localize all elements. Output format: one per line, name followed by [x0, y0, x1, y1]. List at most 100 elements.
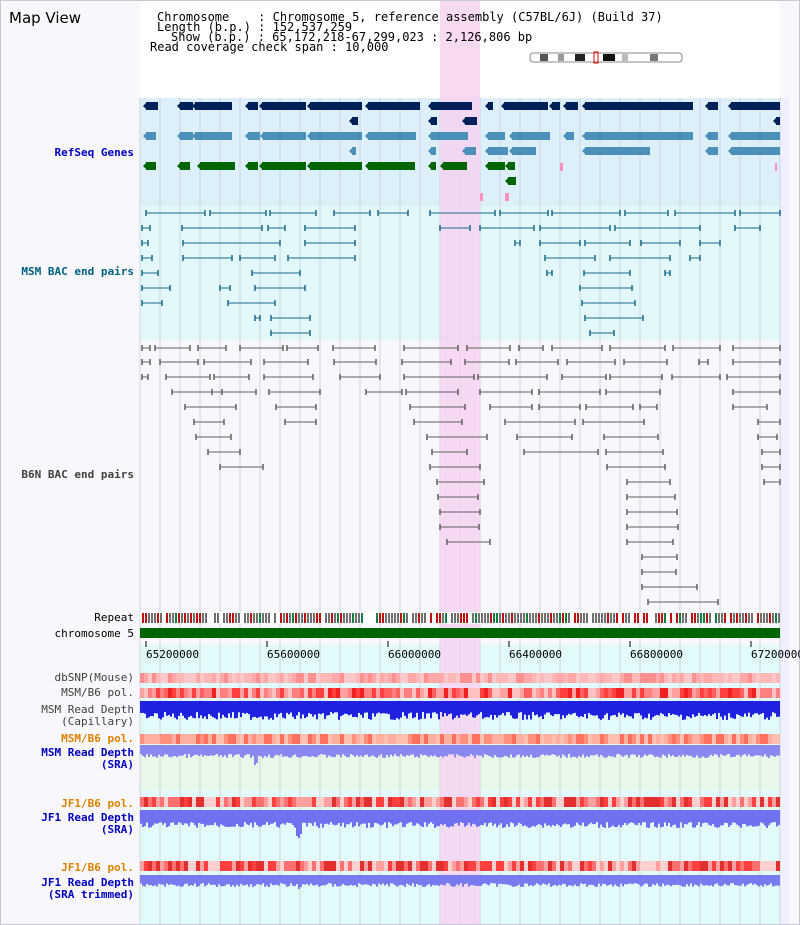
track-label-msm-b6-pol-1[interactable]: MSM/B6 pol.	[61, 686, 134, 699]
gene-block[interactable]	[708, 147, 718, 155]
repeat-element	[586, 613, 588, 623]
track-label-jf1-b6-pol-2[interactable]: JF1/B6 pol.	[61, 861, 134, 874]
gene-block[interactable]	[248, 132, 260, 140]
msm-capillary-depth-bar	[702, 701, 704, 717]
jf1-sra-depth-bar	[560, 810, 562, 827]
gene-block[interactable]	[146, 132, 156, 140]
track-label-msm-bac[interactable]: MSM BAC end pairs	[21, 265, 134, 278]
msm-capillary-depth-bar	[750, 701, 752, 718]
gene-block[interactable]	[368, 102, 420, 110]
gene-block[interactable]	[488, 162, 505, 170]
msm-capillary-depth-bar	[374, 701, 376, 717]
gene-block[interactable]	[708, 102, 718, 110]
jf1-sra-depth-bar	[488, 810, 490, 824]
gene-block[interactable]	[431, 117, 437, 125]
gene-block[interactable]	[262, 102, 306, 110]
msm-b6-pol-cell	[732, 688, 736, 698]
gene-block[interactable]	[552, 102, 560, 110]
track-label-msm-depth-sra[interactable]: MSM Read Depth	[41, 746, 134, 759]
jf1-trimmed-depth-bar	[334, 875, 336, 885]
gene-block[interactable]	[262, 162, 306, 170]
jf1-trimmed-depth-bar	[564, 875, 566, 885]
msm-capillary-depth-bar	[286, 701, 288, 713]
jf1-sra-depth-bar	[140, 810, 142, 824]
gene-block[interactable]	[146, 162, 156, 170]
jf1-b6-pol-cell	[564, 797, 568, 807]
jf1-trimmed-depth-bar	[228, 875, 230, 885]
jf1-trimmed-depth-bar	[696, 875, 698, 886]
gene-block[interactable]	[263, 132, 306, 140]
chromosome-bar[interactable]	[140, 628, 780, 638]
gene-block[interactable]	[195, 132, 232, 140]
gene-block[interactable]	[443, 162, 467, 170]
gene-block[interactable]	[431, 147, 436, 155]
jf1-trimmed-depth-bar	[714, 875, 716, 885]
gene-block[interactable]	[180, 102, 193, 110]
gene-block[interactable]	[310, 102, 362, 110]
track-label-msm-depth-capillary[interactable]: MSM Read Depth	[41, 703, 134, 716]
jf1-trimmed-depth-bar	[456, 875, 458, 885]
gene-block[interactable]	[731, 147, 780, 155]
jf1-b6-pol-cell	[396, 861, 400, 871]
gene-block[interactable]	[352, 117, 358, 125]
msm-b6-pol-cell	[600, 734, 604, 744]
gene-block[interactable]	[431, 162, 436, 170]
gene-block[interactable]	[248, 102, 258, 110]
track-label-jf1-depth-trimmed[interactable]: JF1 Read Depth	[41, 876, 134, 889]
msm-b6-pol-cell	[168, 734, 172, 744]
gene-block[interactable]	[508, 177, 516, 185]
gene-block[interactable]	[566, 102, 578, 110]
track-label-refseq-genes[interactable]: RefSeq Genes	[54, 146, 134, 159]
gene-block[interactable]	[512, 147, 536, 155]
gene-block[interactable]	[431, 132, 468, 140]
jf1-sra-depth-bar	[182, 810, 184, 825]
jf1-trimmed-depth-bar	[674, 875, 676, 886]
jf1-trimmed-depth-bar	[396, 875, 398, 887]
gene-block[interactable]	[465, 147, 476, 155]
gene-strand-arrow	[440, 162, 444, 170]
gene-block[interactable]	[508, 162, 515, 170]
gene-block[interactable]	[431, 102, 472, 110]
ideogram-band	[540, 54, 548, 61]
gene-block[interactable]	[180, 132, 193, 140]
msm-b6-pol-cell	[196, 734, 200, 744]
msm-capillary-depth-bar	[568, 701, 570, 714]
gene-block[interactable]	[504, 102, 548, 110]
track-label-jf1-b6-pol-1[interactable]: JF1/B6 pol.	[61, 797, 134, 810]
gene-block[interactable]	[566, 132, 574, 140]
gene-block[interactable]	[368, 132, 416, 140]
gene-block[interactable]	[585, 132, 693, 140]
msm-sra-depth-bar	[310, 745, 312, 757]
msm-capillary-depth-bar	[152, 701, 154, 717]
msm-b6-pol-cell	[328, 734, 332, 744]
track-label-b6n-bac[interactable]: B6N BAC end pairs	[21, 468, 134, 481]
gene-block[interactable]	[352, 147, 356, 155]
chromosome-ideogram[interactable]	[530, 53, 682, 62]
track-label-msm-b6-pol-2[interactable]: MSM/B6 pol.	[61, 732, 134, 745]
jf1-b6-pol-cell	[652, 861, 656, 871]
gene-block[interactable]	[731, 102, 780, 110]
track-label-jf1-depth-sra[interactable]: JF1 Read Depth	[41, 811, 134, 824]
gene-block[interactable]	[585, 102, 693, 110]
gene-block[interactable]	[512, 132, 550, 140]
gene-block[interactable]	[708, 132, 718, 140]
gene-block[interactable]	[146, 102, 158, 110]
msm-sra-depth-bar	[180, 745, 182, 756]
msm-capillary-depth-bar	[478, 701, 480, 715]
gene-block[interactable]	[248, 162, 258, 170]
track-label-dbsnp[interactable]: dbSNP(Mouse)	[54, 671, 134, 684]
gene-block[interactable]	[310, 132, 362, 140]
gene-block[interactable]	[465, 117, 477, 125]
gene-block[interactable]	[368, 162, 415, 170]
gene-block[interactable]	[488, 147, 508, 155]
gene-block[interactable]	[488, 102, 493, 110]
gene-block[interactable]	[776, 117, 780, 125]
track-label-repeat[interactable]: Repeat	[94, 611, 134, 624]
gene-block[interactable]	[195, 102, 232, 110]
gene-block[interactable]	[585, 147, 650, 155]
gene-block[interactable]	[310, 162, 362, 170]
gene-block[interactable]	[731, 132, 780, 140]
gene-block[interactable]	[488, 132, 505, 140]
gene-block[interactable]	[200, 162, 235, 170]
gene-block[interactable]	[180, 162, 190, 170]
